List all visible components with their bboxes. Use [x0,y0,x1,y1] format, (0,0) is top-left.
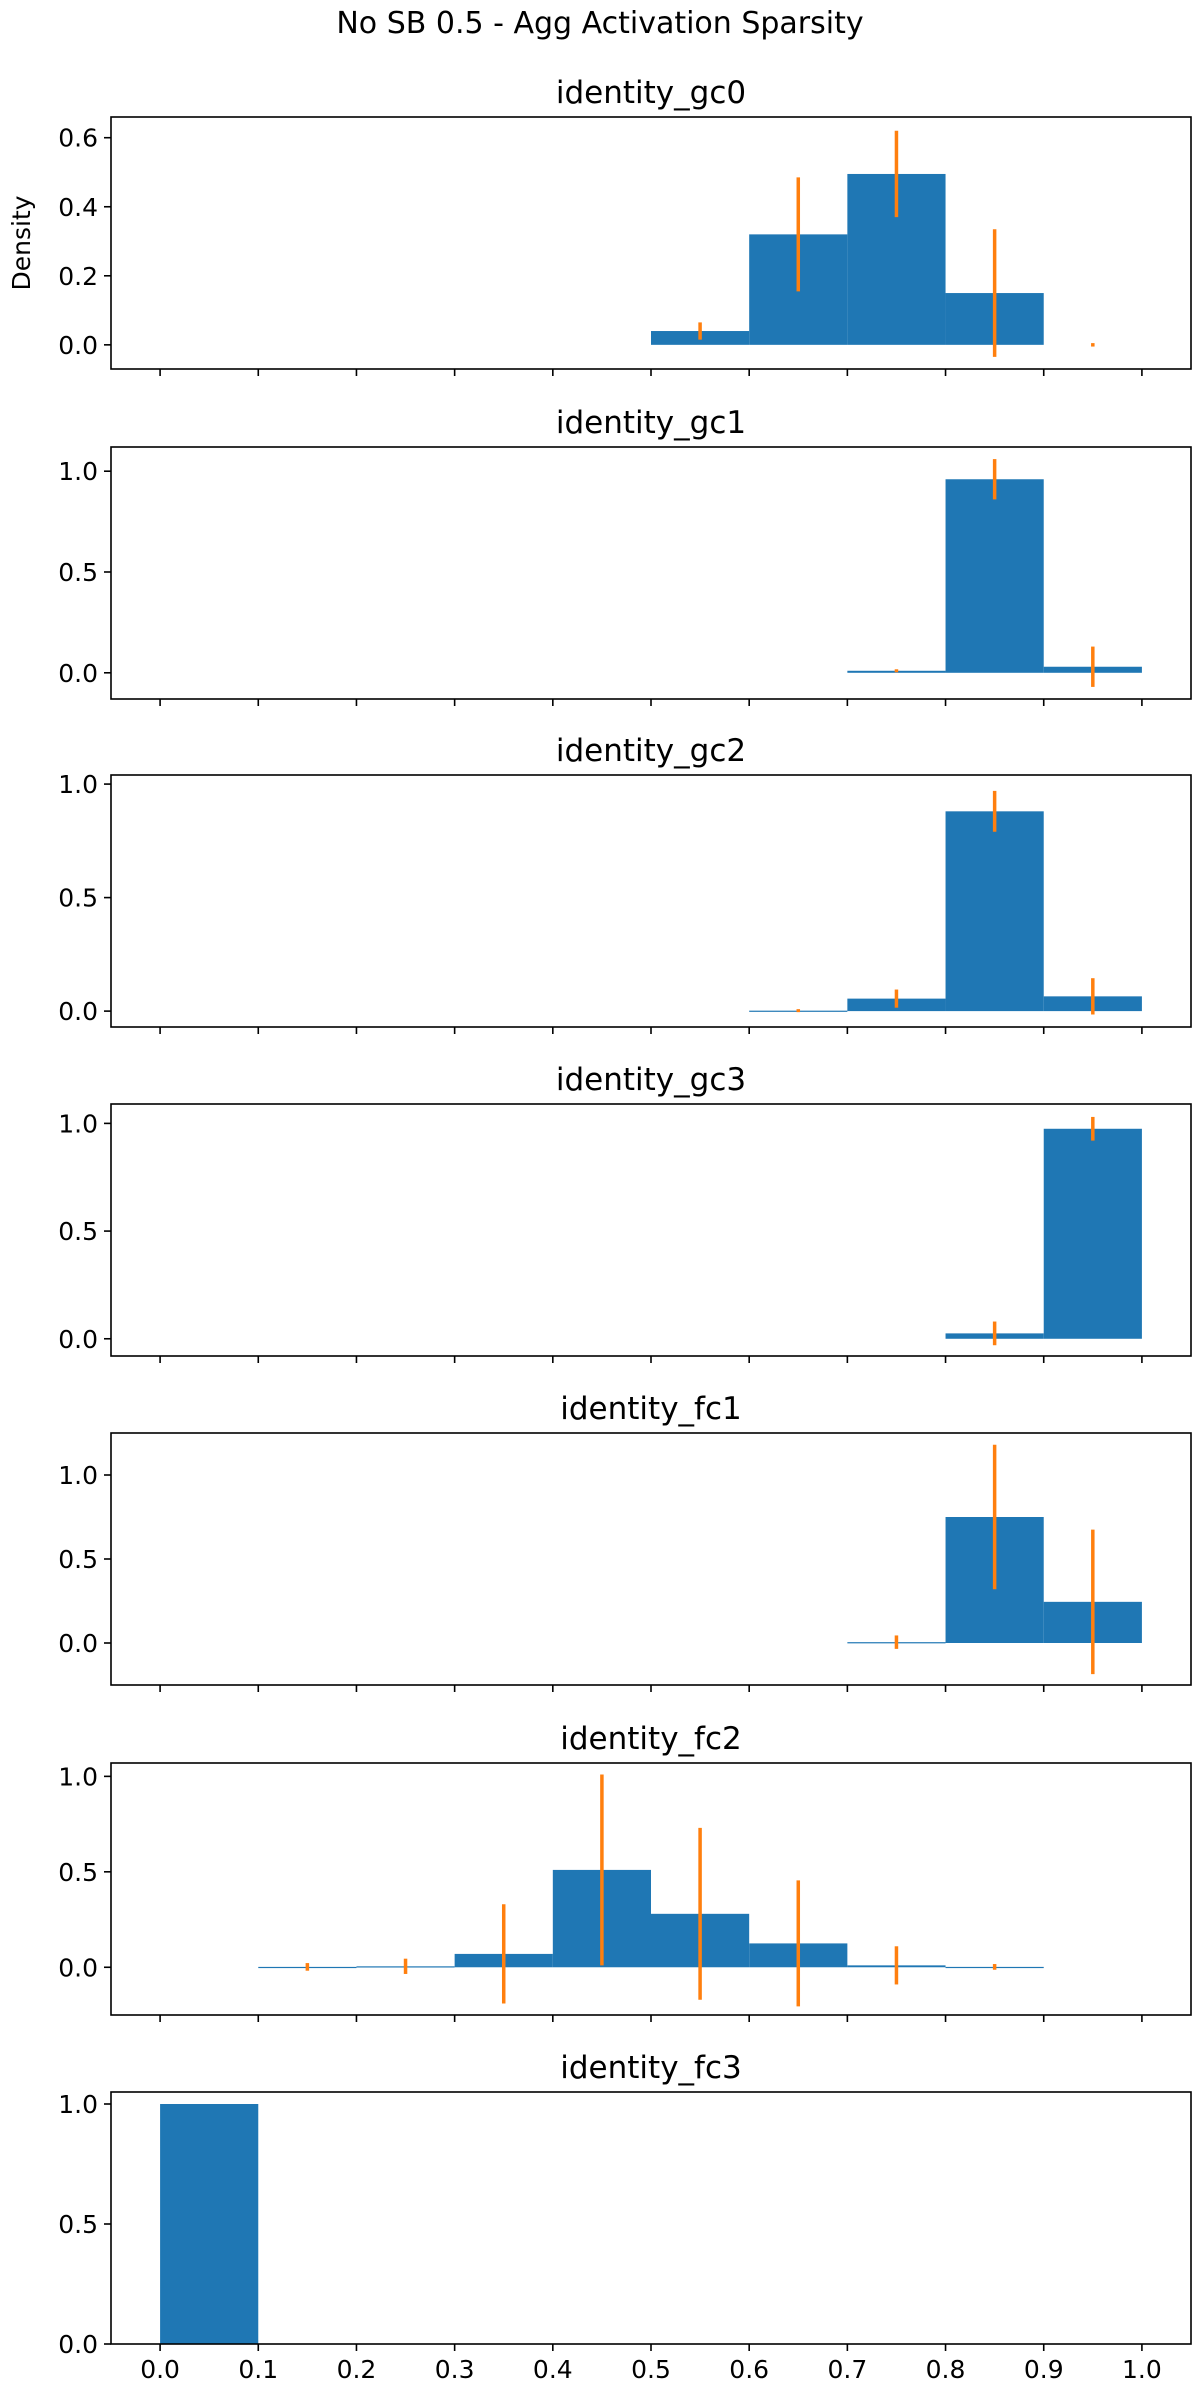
x-tick-label: 0.0 [140,2355,180,2384]
y-tick-label: 0.0 [58,997,98,1026]
y-tick-label: 0.5 [58,884,98,913]
subplot-identity_fc3: identity_fc3 0.0 0.5 1.0 0.0 0.1 0.2 0.3 0.4 0.5 0… [58,2050,1192,2384]
subplot-title: identity_gc3 [556,1062,746,1098]
x-tick-label: 0.7 [827,2355,867,2384]
subplot-title: identity_gc0 [556,75,746,111]
y-tick-label: 0.2 [58,262,98,291]
x-tick-label: 0.6 [729,2355,769,2384]
x-tick-label: 0.1 [238,2355,278,2384]
y-tick-label: 0.0 [58,1953,98,1982]
y-tick-label: 1.0 [58,2090,98,2119]
histogram-bar [1043,1128,1142,1339]
subplot-identity_gc2: identity_gc2 0.0 0.5 1.0 [58,733,1192,1034]
subplot-title: identity_gc1 [556,405,746,441]
y-axis-label: Density [7,195,36,290]
y-tick-label: 0.5 [58,1858,98,1887]
subplot-identity_gc3: identity_gc3 0.0 0.5 1.0 [58,1062,1192,1363]
subplot-title: identity_fc1 [560,1391,741,1427]
axes-frame [110,1103,1192,1357]
x-tick-label: 0.2 [337,2355,377,2384]
subplots: identity_gc00.00.20.40.6Densityidentity_… [7,75,1192,2384]
x-tick-label: 0.4 [533,2355,573,2384]
figure-title: No SB 0.5 - Agg Activation Sparsity [336,6,863,41]
y-tick-label: 1.0 [58,457,98,486]
subplot-title: identity_gc2 [556,733,746,769]
y-tick-label: 0.0 [58,2330,98,2359]
x-tick-label: 0.5 [631,2355,671,2384]
y-tick-label: 0.4 [58,193,98,222]
histogram-bar [945,479,1044,673]
y-tick-label: 0.0 [58,1325,98,1354]
subplot-identity_gc1: identity_gc1 0.0 0.5 1.0 [58,405,1192,706]
y-tick-label: 0.0 [58,1629,98,1658]
histogram-bar [945,811,1044,1012]
subplot-title: identity_fc2 [560,1721,741,1757]
subplot-identity_fc2: identity_fc2 0.0 0.5 1.0 [58,1721,1192,2022]
y-tick-label: 1.0 [58,1109,98,1138]
y-tick-label: 1.0 [58,1762,98,1791]
y-tick-label: 0.6 [58,124,98,153]
x-tick-label: 0.9 [1024,2355,1064,2384]
y-tick-label: 0.5 [58,1217,98,1246]
axes-frame [110,2091,1192,2345]
y-tick-label: 0.0 [58,659,98,688]
y-tick-label: 1.0 [58,1461,98,1490]
subplot-title: identity_fc3 [560,2050,741,2086]
subplot-identity_fc1: identity_fc1 0.0 0.5 1.0 [58,1391,1192,1692]
y-tick-label: 0.5 [58,1545,98,1574]
y-tick-label: 0.5 [58,2210,98,2239]
x-tick-label: 0.3 [435,2355,475,2384]
subplot-identity_gc0: identity_gc0 0.0 0.2 0.4 0.6 Density [7,75,1192,376]
x-tick-label: 0.8 [926,2355,966,2384]
y-tick-label: 1.0 [58,770,98,799]
y-tick-label: 0.5 [58,558,98,587]
x-tick-label: 1.0 [1122,2355,1162,2384]
histogram-bar [160,2104,259,2344]
y-tick-label: 0.0 [58,331,98,360]
